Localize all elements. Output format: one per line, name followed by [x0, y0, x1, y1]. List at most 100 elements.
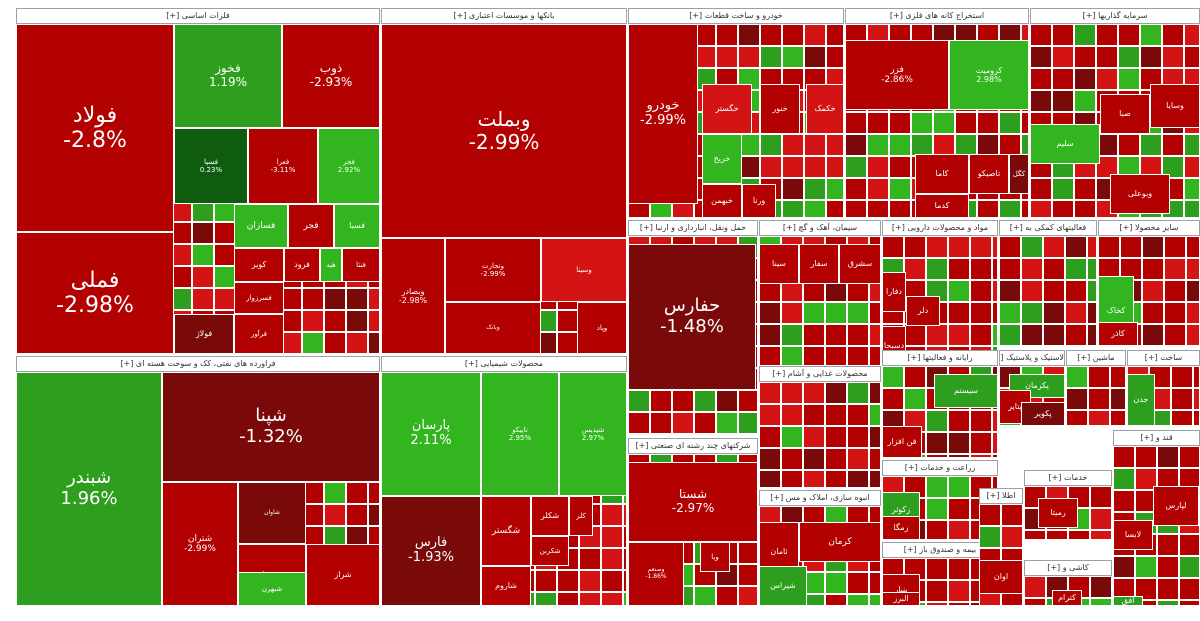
filler-tile[interactable]	[992, 410, 998, 432]
filler-tile[interactable]	[1179, 600, 1200, 606]
filler-tile[interactable]	[1193, 410, 1200, 426]
filler-tile[interactable]	[970, 324, 992, 346]
filler-tile[interactable]	[803, 448, 825, 470]
filler-tile[interactable]	[948, 602, 970, 606]
stock-tile[interactable]: دلر	[906, 296, 940, 326]
filler-tile[interactable]	[1030, 46, 1052, 68]
stock-tile[interactable]: فجر 2.92%	[318, 128, 380, 204]
filler-tile[interactable]	[847, 448, 869, 470]
filler-tile[interactable]	[933, 134, 955, 156]
filler-tile[interactable]	[782, 134, 804, 156]
filler-tile[interactable]	[933, 112, 955, 134]
filler-tile[interactable]	[1113, 446, 1135, 468]
stock-tile[interactable]: ذوب -2.93%	[282, 24, 380, 128]
filler-tile[interactable]	[999, 258, 1021, 280]
sector-s23[interactable]: خدمات [+] رمیتا	[1024, 470, 1112, 540]
sector-s1[interactable]: فلزات اساسی [+] فولاد -2.8% فملی -2.98% فخوز 1…	[16, 8, 380, 354]
sector-s10[interactable]: سیمان، آهک و گچ [+] سینا سفار سشرق	[759, 220, 881, 366]
filler-tile[interactable]	[1118, 68, 1140, 90]
filler-tile[interactable]	[926, 520, 948, 540]
filler-tile[interactable]	[214, 222, 236, 244]
filler-tile[interactable]	[1001, 526, 1023, 548]
filler-tile[interactable]	[889, 112, 911, 134]
filler-tile[interactable]	[1186, 324, 1200, 346]
filler-tile[interactable]	[869, 302, 881, 324]
sector-title[interactable]: فراورده های نفتی، کک و سوخت هسته ای [+]	[16, 356, 380, 372]
filler-tile[interactable]	[1052, 46, 1074, 68]
stock-tile[interactable]: فولاژ	[174, 314, 234, 354]
filler-tile[interactable]	[825, 572, 847, 594]
filler-tile[interactable]	[825, 324, 847, 346]
filler-tile[interactable]	[601, 592, 623, 606]
filler-tile[interactable]	[1118, 24, 1140, 46]
filler-tile[interactable]	[999, 200, 1021, 218]
sector-title[interactable]: لاستیک و پلاستیک [+]	[999, 350, 1065, 366]
filler-tile[interactable]	[1186, 302, 1200, 324]
filler-tile[interactable]	[826, 156, 844, 178]
stock-tile[interactable]: البرز	[882, 592, 920, 606]
filler-tile[interactable]	[579, 570, 601, 592]
filler-tile[interactable]	[826, 178, 844, 200]
filler-tile[interactable]	[1186, 236, 1200, 258]
filler-tile[interactable]	[738, 586, 758, 606]
stock-tile[interactable]: وبصادر -2.98%	[381, 238, 445, 354]
filler-tile[interactable]	[302, 332, 324, 354]
filler-tile[interactable]	[738, 542, 758, 564]
sector-s15[interactable]: رایانه و فعالیتها [+] سیستم فن افزار	[882, 350, 998, 458]
filler-tile[interactable]	[1140, 24, 1162, 46]
filler-tile[interactable]	[1087, 236, 1097, 258]
filler-tile[interactable]	[869, 470, 881, 488]
filler-tile[interactable]	[324, 482, 346, 504]
filler-tile[interactable]	[948, 476, 970, 498]
stock-tile[interactable]: فسپا 0.23%	[174, 128, 248, 204]
sector-s24[interactable]: کاشی و [+] کترام	[1024, 560, 1112, 606]
filler-tile[interactable]	[845, 156, 867, 178]
filler-tile[interactable]	[1030, 200, 1052, 218]
filler-tile[interactable]	[847, 302, 869, 324]
sector-title[interactable]: رایانه و فعالیتها [+]	[882, 350, 998, 366]
sector-s8[interactable]: حمل ونقل، انبارداری و ارتبا [+] حفارس -1.4…	[628, 220, 758, 436]
filler-tile[interactable]	[1186, 280, 1200, 302]
filler-tile[interactable]	[1030, 90, 1052, 112]
filler-tile[interactable]	[992, 302, 998, 324]
filler-tile[interactable]	[904, 236, 926, 258]
filler-tile[interactable]	[869, 448, 881, 470]
filler-tile[interactable]	[1110, 366, 1126, 388]
filler-tile[interactable]	[1193, 388, 1200, 410]
stock-tile[interactable]: سفار	[799, 244, 839, 284]
filler-tile[interactable]	[302, 288, 324, 310]
filler-tile[interactable]	[1096, 68, 1118, 90]
filler-tile[interactable]	[1157, 600, 1179, 606]
filler-tile[interactable]	[867, 156, 889, 178]
filler-tile[interactable]	[368, 332, 380, 354]
filler-tile[interactable]	[557, 570, 579, 592]
stock-tile[interactable]: فسازان	[234, 204, 288, 248]
filler-tile[interactable]	[847, 594, 869, 606]
filler-tile[interactable]	[1074, 90, 1096, 112]
filler-tile[interactable]	[970, 258, 992, 280]
filler-tile[interactable]	[1142, 302, 1164, 324]
filler-tile[interactable]	[948, 498, 970, 520]
filler-tile[interactable]	[1090, 530, 1112, 540]
stock-tile[interactable]: جدن	[1127, 374, 1155, 426]
filler-tile[interactable]	[1087, 258, 1097, 280]
filler-tile[interactable]	[1171, 388, 1193, 410]
stock-tile[interactable]: شکلر	[531, 496, 569, 536]
filler-tile[interactable]	[738, 412, 758, 434]
filler-tile[interactable]	[716, 46, 738, 68]
filler-tile[interactable]	[324, 332, 346, 354]
filler-tile[interactable]	[1118, 46, 1140, 68]
sector-s17[interactable]: ماشین [+]	[1066, 350, 1126, 426]
filler-tile[interactable]	[1140, 134, 1162, 156]
sector-title[interactable]: زراعت و خدمات [+]	[882, 460, 998, 476]
filler-tile[interactable]	[1088, 388, 1110, 410]
stock-tile[interactable]: تاصیکو	[969, 154, 1009, 194]
sector-s12[interactable]: فعالیتهای کمکی به [+]	[999, 220, 1097, 346]
filler-tile[interactable]	[1110, 388, 1126, 410]
sector-title[interactable]: استخراج کانه های فلزی [+]	[845, 8, 1029, 24]
stock-tile[interactable]: فعرا -3.11%	[248, 128, 318, 204]
stock-tile[interactable]: شپنا -1.32%	[162, 372, 380, 482]
stock-tile[interactable]: سینا	[759, 244, 799, 284]
filler-tile[interactable]	[889, 200, 911, 218]
filler-tile[interactable]	[1186, 258, 1200, 280]
